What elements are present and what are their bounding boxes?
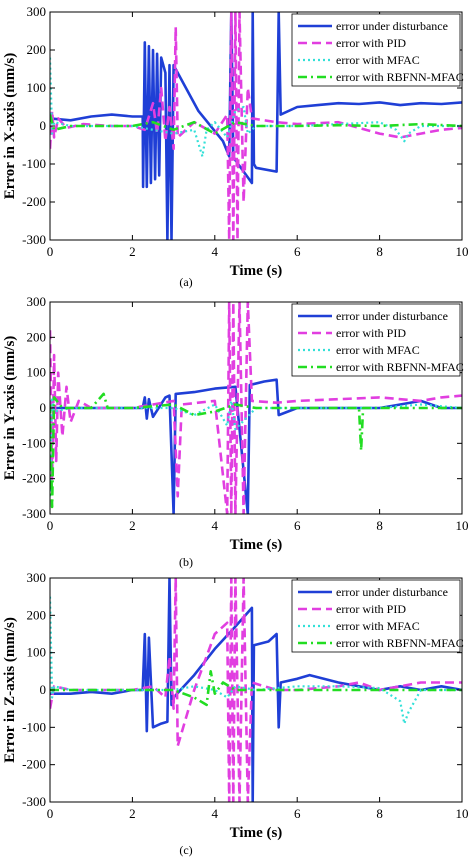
x-tick-label: 8	[376, 244, 383, 259]
x-tick-label: 2	[129, 244, 136, 259]
chart-panel-1: 0 2 4 6 8 10 300 200 100 0 -100 -200 -300 Time (s) Err…	[2, 4, 469, 289]
y-tick-label: -200	[22, 757, 46, 772]
panel-caption: (a)	[179, 275, 192, 289]
x-axis-title: Time (s)	[230, 825, 283, 841]
x-tick-label: 2	[129, 806, 136, 821]
series-line-1	[50, 12, 462, 240]
y-axis-title: Error in Z-axis (mm/s)	[2, 617, 18, 763]
x-tick-label: 4	[212, 244, 219, 259]
x-tick-label: 0	[47, 244, 54, 259]
y-tick-label: -100	[22, 719, 46, 734]
legend-label-3: error with MFAC	[336, 343, 420, 357]
panel-caption: (c)	[179, 843, 192, 857]
y-tick-label: 200	[27, 42, 47, 57]
x-tick-label: 10	[456, 244, 469, 259]
series-line-4	[50, 392, 462, 509]
series-group	[50, 302, 462, 514]
legend-label-3: error with MFAC	[336, 619, 420, 633]
x-tick-label: 6	[294, 518, 301, 533]
chart-panel-2: 0 2 4 6 8 10 300 200 100 0 -100 -200 -300 Time (s) Err…	[2, 294, 469, 569]
legend-label-4: error with RBFNN-MFAC	[336, 636, 464, 650]
x-tick-label: 6	[294, 244, 301, 259]
y-axis-title: Error in X-axis (mm/s)	[2, 53, 18, 200]
y-tick-label: 300	[27, 570, 47, 585]
y-tick-label: -300	[22, 506, 46, 521]
y-axis-title: Error in Y-axis (mm/s)	[2, 336, 18, 481]
x-axis-title: Time (s)	[230, 537, 283, 553]
y-tick-label: 100	[27, 365, 47, 380]
x-tick-label: 0	[47, 518, 54, 533]
legend-label-1: error under disturbance	[336, 19, 448, 33]
legend: error under disturbance error with PID err…	[291, 579, 464, 653]
x-tick-label: 4	[212, 806, 219, 821]
series-line-4	[50, 114, 462, 135]
legend-label-4: error with RBFNN-MFAC	[336, 360, 464, 374]
y-tick-label: -200	[22, 194, 46, 209]
series-line-4	[50, 670, 462, 707]
series-line-1	[50, 578, 462, 802]
legend-label-4: error with RBFNN-MFAC	[336, 70, 464, 84]
x-tick-label: 6	[294, 806, 301, 821]
legend: error under disturbance error with PID err…	[291, 13, 464, 87]
x-tick-label: 0	[47, 806, 54, 821]
x-tick-label: 8	[376, 806, 383, 821]
series-group	[50, 12, 462, 240]
series-line-3	[50, 396, 462, 497]
y-tick-label: -300	[22, 794, 46, 809]
legend-label-2: error with PID	[336, 36, 406, 50]
y-tick-label: -200	[22, 471, 46, 486]
legend-label-1: error under disturbance	[336, 309, 448, 323]
y-tick-label: 0	[40, 682, 47, 697]
x-axis-title: Time (s)	[230, 263, 283, 279]
y-tick-label: 100	[27, 645, 47, 660]
series-group	[50, 578, 462, 802]
legend-label-1: error under disturbance	[336, 585, 448, 599]
y-tick-label: 300	[27, 4, 47, 19]
legend-label-3: error with MFAC	[336, 53, 420, 67]
y-tick-label: 200	[27, 329, 47, 344]
panel-caption: (b)	[179, 555, 193, 569]
legend-label-2: error with PID	[336, 602, 406, 616]
x-tick-label: 2	[129, 518, 136, 533]
legend: error under disturbance error with PID err…	[291, 303, 464, 377]
y-tick-label: 0	[40, 400, 47, 415]
x-tick-label: 4	[212, 518, 219, 533]
y-tick-label: -100	[22, 156, 46, 171]
y-tick-label: 200	[27, 607, 47, 622]
legend-label-2: error with PID	[336, 326, 406, 340]
chart-panel-3: 0 2 4 6 8 10 300 200 100 0 -100 -200 -300 Time (s) Err…	[2, 570, 469, 857]
x-tick-label: 10	[456, 518, 469, 533]
y-tick-label: -300	[22, 232, 46, 247]
y-tick-label: -100	[22, 435, 46, 450]
x-tick-label: 8	[376, 518, 383, 533]
series-line-2	[50, 302, 462, 514]
y-tick-label: 300	[27, 294, 47, 309]
y-tick-label: 0	[40, 118, 47, 133]
y-tick-label: 100	[27, 80, 47, 95]
x-tick-label: 10	[456, 806, 469, 821]
series-line-2	[50, 578, 462, 802]
